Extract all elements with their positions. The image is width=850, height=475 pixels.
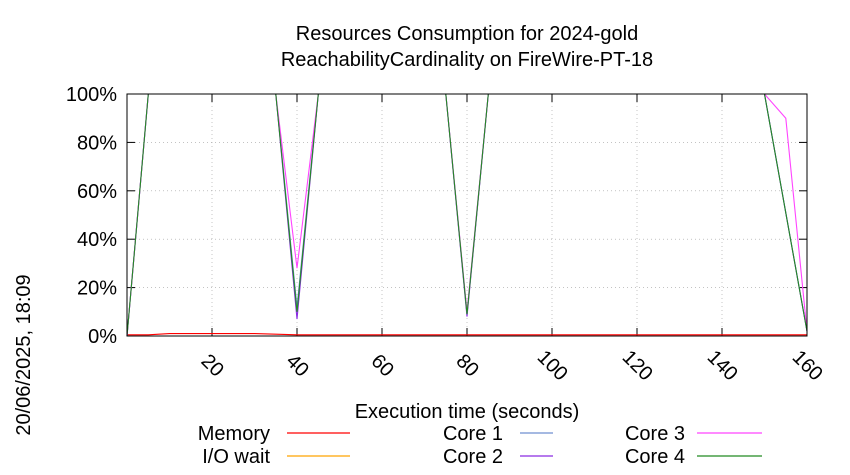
y-tick-label: 20% [77,278,117,300]
series-line-memory [127,333,807,336]
legend-label: Core 2 [443,446,503,468]
legend-label: Core 1 [443,423,503,445]
y-axis: 0% 20% 40% 60% 80% 100% [66,84,807,348]
y-tick-label: 40% [77,229,117,251]
x-tick-label: 20 [197,350,228,381]
legend-label: Core 3 [625,423,685,445]
legend-label: Memory [198,423,270,445]
legend-label: I/O wait [202,446,270,468]
chart-title-line-2: ReachabilityCardinality on FireWire-PT-1… [281,49,653,71]
x-tick-label: 140 [703,346,742,385]
grid [127,93,808,337]
y-tick-label: 80% [77,132,117,154]
legend-label: Core 4 [625,446,685,468]
y-tick-label: 60% [77,181,117,203]
y-tick-label: 0% [88,326,117,348]
x-tick-label: 60 [367,350,398,381]
x-tick-label: 40 [282,350,313,381]
timestamp: 20/06/2025, 18:09 [13,274,35,435]
x-tick-label: 160 [788,346,827,385]
y-tick-label: 100% [66,84,117,106]
chart-title-line-1: Resources Consumption for 2024-gold [296,23,638,45]
x-axis-label: Execution time (seconds) [355,401,580,423]
x-tick-label: 120 [618,346,657,385]
x-tick-label: 80 [452,350,483,381]
plot-frame [126,93,808,337]
x-axis: 20 40 60 80 100 120 140 160 [197,94,827,385]
x-tick-label: 100 [533,346,572,385]
